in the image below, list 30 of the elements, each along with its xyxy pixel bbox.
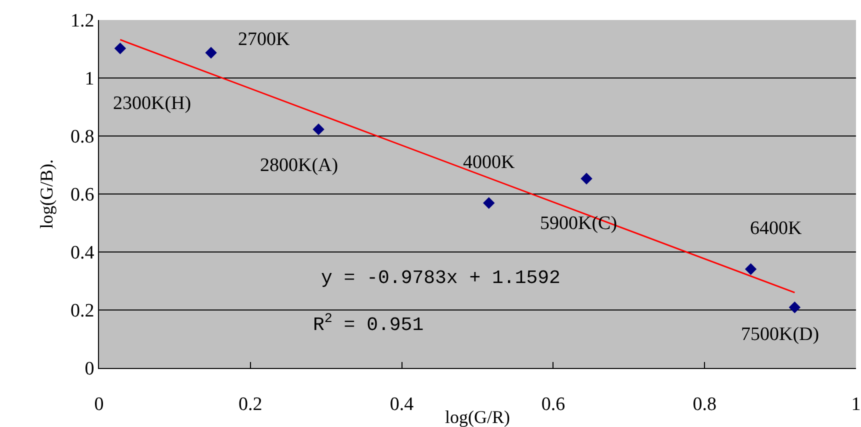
- annotation: y = -0.9783x + 1.1592: [321, 267, 560, 289]
- annotation: 2700K: [238, 29, 290, 50]
- y-tick-label: 0.4: [70, 242, 95, 264]
- point: [205, 46, 217, 59]
- point: [580, 172, 592, 184]
- annotation: 2300K(H): [113, 93, 192, 114]
- point: [114, 42, 126, 54]
- point: [312, 123, 324, 136]
- annotation: 5900K(C): [540, 213, 618, 234]
- x-tick-label: 1: [851, 394, 861, 415]
- annotation: 6400K: [750, 218, 802, 239]
- y-tick-label: 0.8: [70, 126, 94, 148]
- y-axis-title: log(G/B).: [36, 159, 57, 229]
- y-tick-label: 1.2: [70, 10, 94, 32]
- y-tick-label: 0.2: [70, 300, 94, 322]
- y-tick-label: 0.6: [70, 184, 94, 206]
- x-tick-label: 0.8: [692, 394, 716, 415]
- y-tick-label: 0: [84, 358, 94, 380]
- x-tick-label: 0.2: [238, 394, 262, 415]
- point: [788, 302, 801, 314]
- x-tick-label: 0.4: [390, 394, 414, 415]
- x-tick-label: 0.6: [541, 394, 566, 415]
- annotation: 7500K(D): [741, 324, 820, 345]
- point: [483, 197, 495, 209]
- annotation: 4000K: [463, 152, 515, 173]
- annotation: 2800K(A): [260, 155, 338, 176]
- x-axis-title: log(G/R): [445, 407, 510, 427]
- y-tick-label: 1: [84, 68, 94, 90]
- point: [744, 263, 757, 275]
- annotation: R$^{2}$ = 0.951: [313, 311, 424, 336]
